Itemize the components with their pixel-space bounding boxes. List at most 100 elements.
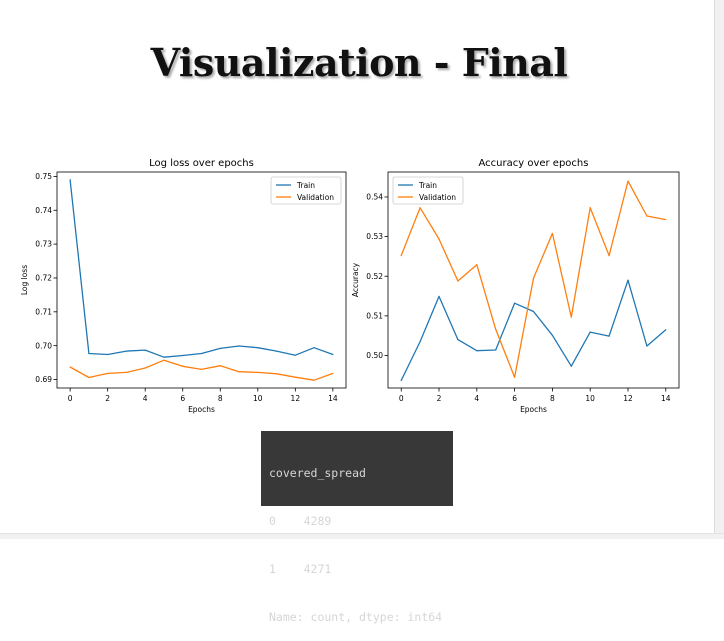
data-point-validation: [495, 328, 497, 330]
x-tick-label: 10: [585, 394, 595, 403]
legend-label-validation: Validation: [297, 193, 334, 202]
data-point-train: [200, 352, 203, 355]
series-line-validation: [400, 180, 666, 378]
x-tick-label: 14: [661, 394, 671, 403]
y-tick-label: 0.74: [35, 206, 52, 215]
y-tick-label: 0.50: [366, 351, 383, 360]
chart-title: Accuracy over epochs: [479, 158, 589, 169]
x-tick-label: 8: [550, 394, 555, 403]
data-point-validation: [457, 280, 459, 282]
x-tick-label: 6: [180, 394, 185, 403]
data-point-validation: [163, 359, 165, 361]
data-point-validation: [257, 371, 259, 374]
x-tick-label: 12: [291, 394, 301, 403]
x-tick-label: 12: [623, 394, 633, 403]
data-point-train: [514, 302, 516, 304]
y-tick-label: 0.75: [35, 172, 52, 181]
series-line-train: [69, 179, 334, 358]
data-point-train: [589, 331, 591, 333]
data-point-train: [551, 334, 553, 336]
data-point-validation: [476, 264, 478, 266]
data-point-validation: [125, 371, 128, 374]
legend-label-train: Train: [296, 181, 315, 190]
x-tick-label: 0: [68, 394, 73, 403]
plot-frame: [56, 171, 347, 389]
chart-legend: Train Validation: [392, 176, 464, 205]
y-tick-label: 0.72: [35, 274, 52, 283]
data-point-train: [646, 345, 648, 347]
data-point-validation: [665, 218, 667, 221]
data-point-validation: [532, 277, 535, 279]
data-point-train: [495, 349, 497, 351]
x-axis-label: Epochs: [520, 405, 547, 414]
data-point-validation: [332, 372, 334, 375]
data-point-train: [219, 347, 221, 349]
log-loss-chart: Log loss over epochs 0 2 4 6 8 10 12 14 0.69 0.70 0…: [20, 158, 347, 414]
x-tick-label: 8: [218, 394, 223, 403]
data-point-validation: [608, 255, 610, 257]
y-tick-label: 0.54: [366, 193, 383, 202]
y-tick-label: 0.69: [35, 375, 52, 384]
data-point-train: [419, 341, 421, 343]
x-tick-label: 2: [105, 394, 110, 403]
data-point-validation: [589, 207, 591, 209]
data-point-train: [257, 347, 259, 349]
x-tick-label: 0: [399, 394, 404, 403]
y-tick-label: 0.53: [366, 232, 383, 241]
series-line-train: [400, 279, 667, 381]
accuracy-chart: Accuracy over epochs 0 2 4 6 8 10 12 14 0.50 0.51 0…: [351, 158, 680, 414]
y-tick-label: 0.70: [35, 341, 52, 350]
y-tick-label: 0.51: [366, 311, 383, 320]
data-point-train: [476, 350, 478, 352]
data-point-validation: [144, 367, 146, 369]
data-point-train: [69, 179, 71, 181]
x-axis-label: Epochs: [188, 405, 215, 414]
data-point-validation: [313, 379, 315, 381]
plot-frame: [387, 171, 680, 389]
data-point-train: [532, 310, 535, 313]
legend-label-train: Train: [418, 181, 437, 190]
data-point-train: [627, 279, 629, 281]
y-tick-label: 0.71: [35, 307, 52, 316]
y-tick-label: 0.73: [35, 240, 52, 249]
data-point-validation: [219, 365, 221, 367]
data-point-train: [608, 335, 610, 337]
data-point-train: [665, 329, 667, 331]
data-point-train: [294, 354, 296, 356]
console-line: Name: count, dtype: int64: [269, 610, 443, 624]
data-point-train: [457, 339, 459, 341]
data-point-validation: [514, 376, 516, 378]
x-tick-label: 2: [437, 394, 442, 403]
data-point-validation: [438, 238, 440, 240]
data-point-train: [125, 350, 128, 352]
data-point-train: [88, 352, 90, 355]
slide-bottom-edge: [0, 533, 724, 539]
series-line-validation: [69, 359, 334, 381]
slide-right-edge: [714, 0, 724, 538]
data-point-validation: [238, 371, 240, 373]
data-point-validation: [275, 373, 278, 375]
chart-legend: Train Validation: [270, 176, 342, 205]
data-point-train: [182, 354, 184, 357]
data-point-validation: [419, 207, 421, 209]
slide-title: Visualization - Final: [150, 40, 568, 85]
data-point-validation: [88, 376, 90, 379]
y-axis-label: Accuracy: [351, 262, 360, 297]
y-tick-label: 0.52: [366, 272, 383, 281]
data-point-validation: [646, 215, 648, 217]
data-point-train: [238, 345, 240, 347]
data-point-train: [332, 353, 334, 356]
x-tick-label: 10: [253, 394, 263, 403]
data-point-train: [275, 350, 278, 352]
console-line: covered_spread: [269, 466, 366, 480]
data-point-validation: [400, 255, 402, 257]
data-point-validation: [627, 180, 629, 182]
x-tick-label: 6: [512, 394, 517, 403]
data-point-train: [570, 365, 572, 367]
data-point-validation: [551, 232, 553, 235]
x-tick-label: 4: [143, 394, 148, 403]
data-point-validation: [107, 372, 109, 375]
chart-title: Log loss over epochs: [149, 158, 254, 169]
data-point-validation: [69, 366, 71, 368]
data-point-validation: [570, 316, 572, 318]
